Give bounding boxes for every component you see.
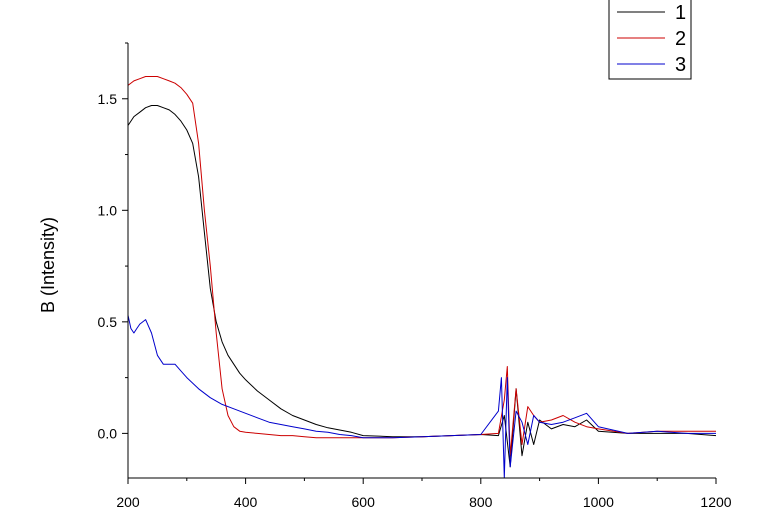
legend-label-2: 2 [675,28,686,50]
x-tick-label: 1200 [700,494,731,510]
x-tick-label: 800 [469,494,493,510]
y-tick-label: 0.0 [98,425,118,441]
y-tick-label: 1.0 [98,202,118,218]
legend-box [608,0,692,80]
series-layer [127,76,717,479]
y-axis-title: B (Intensity) [38,217,58,313]
series-line-1 [127,105,717,468]
series-line-2 [127,76,716,457]
series-line-3 [127,315,716,479]
y-tick-label: 1.5 [98,91,118,107]
x-tick-label: 600 [352,494,376,510]
x-tick-label: 200 [116,494,140,510]
legend-label-1: 1 [675,2,686,24]
axes-layer: 0.0 0.5 1.0 1.5 200 400 600 800 1000 1200 [98,42,732,510]
y-tick-label: 0.5 [98,314,118,330]
legend: 1 2 3 [608,0,692,80]
legend-label-3: 3 [675,54,686,76]
x-tick-label: 1000 [583,494,614,510]
x-tick-label: 400 [234,494,258,510]
